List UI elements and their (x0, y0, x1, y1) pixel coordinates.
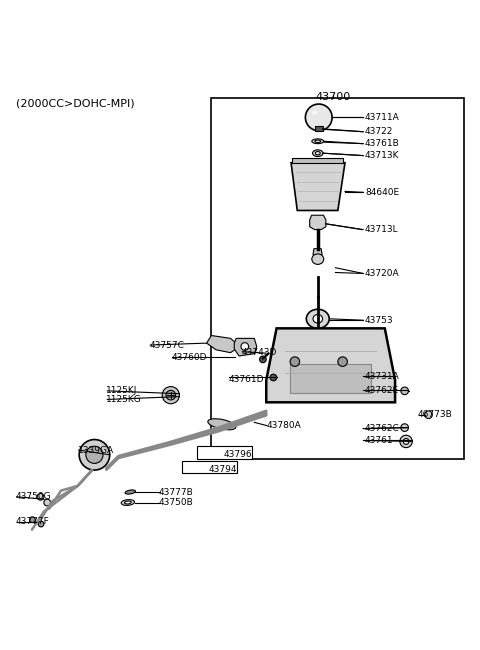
Circle shape (400, 436, 412, 448)
Bar (315, 127, 323, 131)
Circle shape (241, 343, 249, 350)
Ellipse shape (313, 315, 323, 323)
Circle shape (30, 517, 35, 523)
Text: 43762E: 43762E (365, 386, 399, 395)
Text: 43762C: 43762C (365, 424, 400, 433)
Circle shape (166, 391, 176, 400)
Polygon shape (266, 328, 395, 402)
Circle shape (162, 387, 180, 404)
Text: 43761D: 43761D (228, 376, 264, 384)
Ellipse shape (125, 490, 135, 494)
Ellipse shape (121, 500, 134, 506)
Ellipse shape (312, 139, 324, 144)
Circle shape (260, 356, 266, 363)
Text: 43761B: 43761B (365, 139, 400, 148)
Text: 43743D: 43743D (241, 348, 277, 357)
Ellipse shape (315, 140, 321, 142)
Text: 43713K: 43713K (365, 151, 399, 160)
Circle shape (425, 411, 432, 419)
Polygon shape (313, 249, 322, 258)
Text: 43760D: 43760D (171, 353, 207, 362)
Text: 43731A: 43731A (365, 372, 400, 380)
Circle shape (401, 424, 408, 432)
Circle shape (38, 521, 44, 527)
Text: 43720A: 43720A (365, 269, 400, 278)
Text: 1125KG: 1125KG (107, 395, 142, 404)
Text: 43777B: 43777B (159, 488, 193, 497)
Circle shape (79, 439, 110, 470)
Bar (182, 462, 237, 473)
Text: 43711A: 43711A (365, 113, 400, 122)
Text: 43777F: 43777F (16, 517, 49, 526)
Text: 1125KJ: 1125KJ (107, 386, 138, 395)
Ellipse shape (312, 150, 323, 157)
Text: 43761: 43761 (365, 436, 394, 445)
Circle shape (37, 493, 44, 500)
Circle shape (403, 439, 409, 445)
Text: 43794: 43794 (209, 465, 238, 474)
Polygon shape (310, 215, 326, 229)
Text: 43713L: 43713L (365, 225, 399, 234)
Text: 46773B: 46773B (418, 410, 453, 419)
Text: 43796: 43796 (223, 450, 252, 460)
Ellipse shape (312, 111, 318, 114)
Text: 43700: 43700 (315, 92, 351, 102)
Ellipse shape (306, 309, 329, 328)
Text: 43722: 43722 (365, 127, 394, 136)
Text: 84640E: 84640E (365, 188, 399, 197)
Circle shape (290, 357, 300, 367)
Ellipse shape (208, 419, 236, 430)
Polygon shape (234, 339, 257, 356)
Circle shape (270, 374, 277, 381)
Text: (2000CC>DOHC-MPI): (2000CC>DOHC-MPI) (16, 98, 134, 109)
Bar (211, 98, 464, 459)
Polygon shape (291, 162, 345, 211)
Text: 43757C: 43757C (149, 341, 184, 350)
Circle shape (86, 446, 103, 463)
Bar (292, 158, 343, 162)
Polygon shape (206, 335, 240, 353)
Ellipse shape (315, 151, 320, 155)
Circle shape (338, 357, 348, 367)
Text: 43750G: 43750G (16, 492, 51, 501)
Text: 1339GA: 1339GA (78, 445, 114, 454)
Circle shape (44, 499, 50, 506)
Text: 43750B: 43750B (159, 498, 193, 507)
Ellipse shape (124, 501, 131, 504)
Text: 43753: 43753 (365, 316, 394, 325)
Circle shape (401, 387, 408, 395)
Bar (290, 364, 371, 393)
Circle shape (305, 104, 332, 131)
Text: 43780A: 43780A (266, 421, 301, 430)
Bar (197, 446, 252, 459)
Ellipse shape (312, 254, 324, 265)
